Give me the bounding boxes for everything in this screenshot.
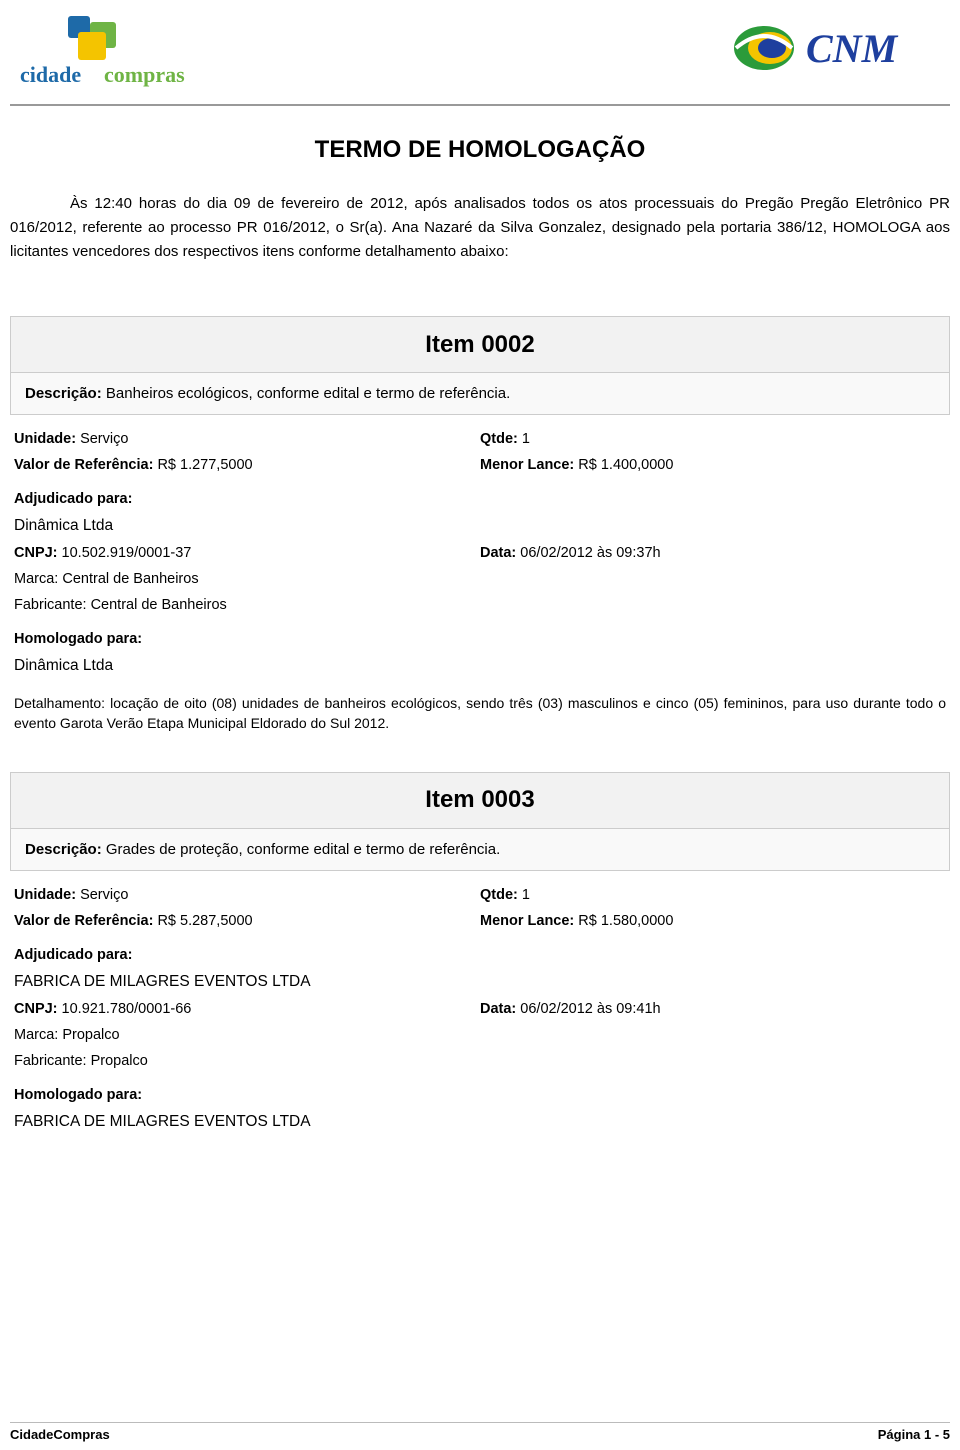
value-menor-lance: R$ 1.400,0000: [578, 457, 673, 473]
label-adjudicado-para: Adjudicado para:: [14, 491, 946, 507]
item-description: Grades de proteção, conforme edital e te…: [106, 841, 500, 858]
label-descricao: Descrição:: [25, 841, 102, 858]
page-header: cidade compras CNM: [10, 14, 950, 100]
logo-cnm: CNM: [730, 14, 950, 84]
value-cnpj: 10.502.919/0001-37: [62, 545, 192, 561]
document-title: TERMO DE HOMOLOGAÇÃO: [10, 136, 950, 164]
item-title: Item 0002: [10, 316, 950, 372]
label-valor-referencia: Valor de Referência:: [14, 913, 153, 929]
item-block: Item 0002 Descrição: Banheiros ecológico…: [10, 316, 950, 734]
svg-text:cidade: cidade: [20, 62, 81, 87]
item-body: Unidade: Serviço Qtde: 1 Valor de Referê…: [10, 415, 950, 734]
adjudicado-company: Dinâmica Ltda: [14, 517, 946, 535]
label-marca: Marca:: [14, 571, 58, 587]
footer-left: CidadeCompras: [10, 1427, 110, 1442]
svg-text:CNM: CNM: [806, 26, 899, 71]
item-description-bar: Descrição: Grades de proteção, conforme …: [10, 828, 950, 871]
label-data: Data:: [480, 1001, 516, 1017]
label-detalhamento: Detalhamento:: [14, 695, 105, 711]
page-footer: CidadeCompras Página 1 - 5: [10, 1422, 950, 1442]
label-qtde: Qtde:: [480, 887, 518, 903]
value-fabricante: Central de Banheiros: [91, 597, 227, 613]
header-divider: [10, 104, 950, 106]
label-data: Data:: [480, 545, 516, 561]
value-cnpj: 10.921.780/0001-66: [62, 1001, 192, 1017]
label-unidade: Unidade:: [14, 887, 76, 903]
label-cnpj: CNPJ:: [14, 545, 58, 561]
label-menor-lance: Menor Lance:: [480, 913, 574, 929]
item-description: Banheiros ecológicos, conforme edital e …: [106, 385, 510, 402]
value-detalhamento: locação de oito (08) unidades de banheir…: [14, 695, 946, 731]
value-unidade: Serviço: [80, 431, 128, 447]
label-menor-lance: Menor Lance:: [480, 457, 574, 473]
item-description-bar: Descrição: Banheiros ecológicos, conform…: [10, 372, 950, 415]
label-valor-referencia: Valor de Referência:: [14, 457, 153, 473]
label-marca: Marca:: [14, 1027, 58, 1043]
value-qtde: 1: [522, 887, 530, 903]
svg-text:compras: compras: [104, 62, 185, 87]
value-unidade: Serviço: [80, 887, 128, 903]
homologado-company: FABRICA DE MILAGRES EVENTOS LTDA: [14, 1113, 946, 1131]
value-marca: Propalco: [62, 1027, 119, 1043]
value-menor-lance: R$ 1.580,0000: [578, 913, 673, 929]
label-fabricante: Fabricante:: [14, 597, 87, 613]
item-detalhamento: Detalhamento: locação de oito (08) unida…: [14, 693, 946, 734]
value-qtde: 1: [522, 431, 530, 447]
intro-paragraph: Às 12:40 horas do dia 09 de fevereiro de…: [10, 192, 950, 264]
adjudicado-company: FABRICA DE MILAGRES EVENTOS LTDA: [14, 973, 946, 991]
item-title: Item 0003: [10, 772, 950, 828]
label-fabricante: Fabricante:: [14, 1053, 87, 1069]
label-unidade: Unidade:: [14, 431, 76, 447]
label-cnpj: CNPJ:: [14, 1001, 58, 1017]
value-valor-referencia: R$ 1.277,5000: [157, 457, 252, 473]
item-block: Item 0003 Descrição: Grades de proteção,…: [10, 772, 950, 1131]
logo-cidadecompras: cidade compras: [10, 14, 200, 92]
document-page: cidade compras CNM TERMO DE HOMOLOGAÇÃO …: [0, 0, 960, 1209]
value-marca: Central de Banheiros: [62, 571, 198, 587]
label-homologado-para: Homologado para:: [14, 1087, 946, 1103]
label-descricao: Descrição:: [25, 385, 102, 402]
footer-right: Página 1 - 5: [878, 1427, 950, 1442]
label-qtde: Qtde:: [480, 431, 518, 447]
value-data: 06/02/2012 às 09:37h: [520, 545, 660, 561]
homologado-company: Dinâmica Ltda: [14, 657, 946, 675]
value-fabricante: Propalco: [91, 1053, 148, 1069]
value-data: 06/02/2012 às 09:41h: [520, 1001, 660, 1017]
label-homologado-para: Homologado para:: [14, 631, 946, 647]
value-valor-referencia: R$ 5.287,5000: [157, 913, 252, 929]
item-body: Unidade: Serviço Qtde: 1 Valor de Referê…: [10, 871, 950, 1131]
label-adjudicado-para: Adjudicado para:: [14, 947, 946, 963]
